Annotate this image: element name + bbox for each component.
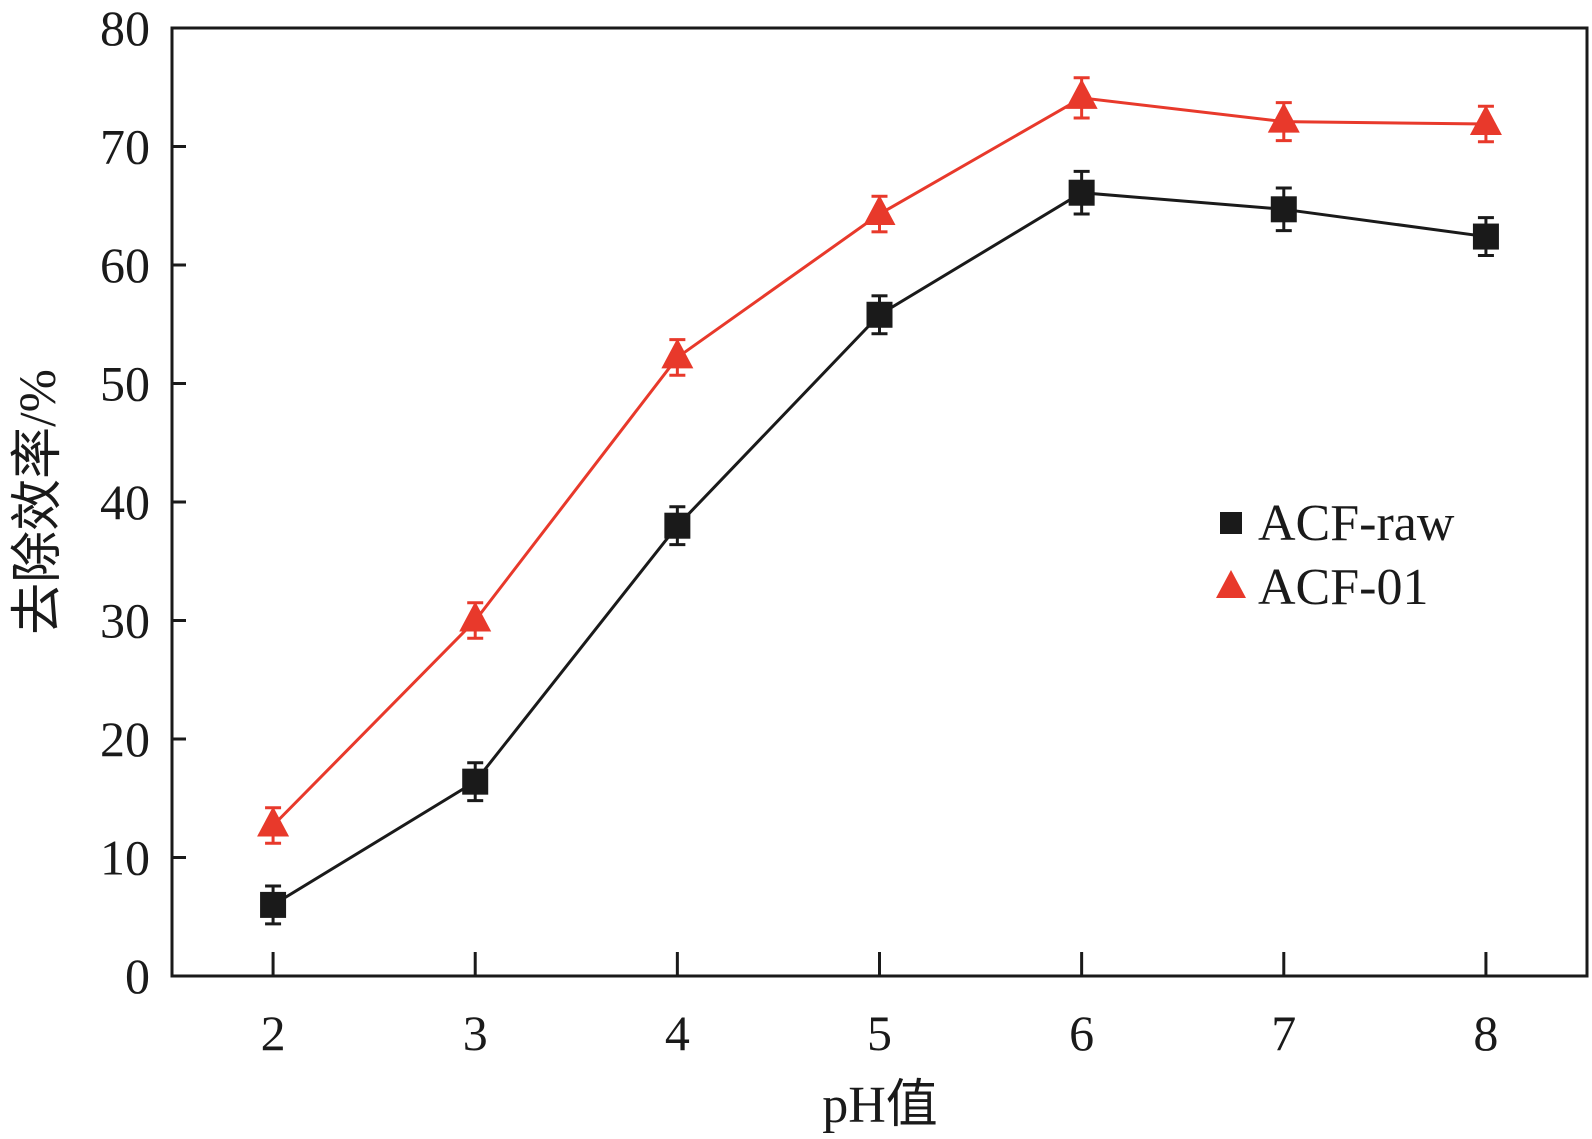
series-layer	[257, 76, 1502, 926]
data-point-acf-raw	[260, 891, 287, 918]
x-axis-title: pH值	[822, 1077, 938, 1134]
data-point-acf-raw	[866, 301, 893, 328]
legend-marker-acf-01	[1216, 570, 1246, 598]
x-axis: 2 3 4 5 6 7 8	[261, 952, 1498, 1061]
x-tick-label: 8	[1473, 1005, 1498, 1061]
x-tick-label: 3	[463, 1005, 488, 1061]
data-point-acf-raw	[462, 768, 489, 795]
y-tick-label: 30	[100, 593, 150, 649]
y-tick-label: 60	[100, 237, 150, 293]
data-point-acf-raw	[1472, 223, 1499, 250]
x-tick-label: 4	[665, 1005, 690, 1061]
data-point-acf-01	[459, 601, 492, 632]
data-point-acf-raw	[1270, 196, 1297, 223]
y-tick-label: 40	[100, 474, 150, 530]
data-point-acf-01	[1065, 78, 1098, 109]
y-tick-label: 80	[100, 0, 150, 56]
data-point-acf-01	[863, 195, 896, 226]
data-point-acf-01	[1469, 104, 1502, 135]
y-tick-label: 10	[100, 830, 150, 886]
y-axis: 0 10 20 30 40 50 60 70 80	[100, 0, 186, 1004]
y-axis-title: 去除效率/%	[10, 369, 67, 635]
legend-marker-acf-raw	[1220, 512, 1242, 534]
x-tick-label: 5	[867, 1005, 892, 1061]
x-tick-label: 2	[261, 1005, 286, 1061]
data-point-acf-raw	[1068, 179, 1095, 206]
data-point-acf-raw	[664, 512, 691, 539]
data-point-acf-01	[257, 806, 290, 837]
legend-label-acf-01: ACF-01	[1258, 559, 1428, 616]
x-tick-label: 7	[1271, 1005, 1296, 1061]
data-point-acf-01	[661, 338, 694, 369]
legend-label-acf-raw: ACF-raw	[1258, 495, 1455, 552]
legend: ACF-raw ACF-01	[1216, 495, 1455, 616]
data-point-acf-01	[1267, 102, 1300, 133]
x-tick-label: 6	[1069, 1005, 1094, 1061]
y-tick-label: 70	[100, 119, 150, 175]
y-tick-label: 0	[125, 948, 150, 1004]
y-tick-label: 50	[100, 356, 150, 412]
y-tick-label: 20	[100, 711, 150, 767]
